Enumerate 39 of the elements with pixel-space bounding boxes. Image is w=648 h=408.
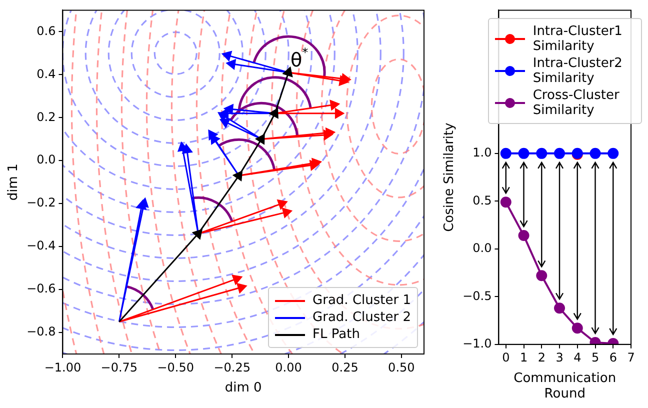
legend-label: Grad. Cluster 1	[312, 293, 411, 308]
legend-label: FL Path	[312, 327, 360, 342]
y-axis-title: Cosine Similarity	[442, 122, 458, 232]
x-tick-label: 0.50	[388, 360, 415, 374]
y-tick-label: 0.4	[36, 66, 56, 81]
annotation: θ*	[290, 46, 308, 72]
x-tick-label: 5	[591, 350, 600, 365]
x-axis-title: dim 0	[224, 380, 262, 396]
y-tick-label: −0.8	[26, 324, 56, 339]
x-tick-label: 6	[609, 350, 617, 365]
x-tick-label: 0	[502, 350, 510, 365]
y-tick-label: −0.4	[26, 238, 56, 253]
y-tick-label: −0.2	[26, 196, 56, 210]
x-tick-label: 1	[520, 350, 528, 365]
y-axis-title: dim 1	[6, 164, 22, 201]
x-tick-label: 2	[538, 350, 546, 365]
x-tick-label: −0.25	[214, 360, 250, 374]
y-tick-label: −0.6	[26, 282, 56, 296]
y-tick-label: −1.0	[462, 336, 492, 351]
y-tick-label: 0.5	[472, 193, 492, 208]
y-tick-label: 0.0	[36, 152, 56, 167]
x-tick-label: 7	[627, 350, 635, 365]
x-axis-title: Communication Round	[514, 370, 616, 402]
y-tick-label: 0.2	[36, 110, 56, 124]
x-tick-label: 3	[556, 350, 564, 365]
legend-label: Intra-Cluster1 Similarity	[532, 24, 624, 54]
y-tick-label: 1.0	[472, 146, 492, 160]
legend-label: Cross-Cluster Similarity	[532, 88, 620, 118]
x-tick-label: −0.75	[100, 360, 138, 374]
x-tick-label: −1.00	[44, 360, 82, 374]
y-tick-label: 0.0	[472, 241, 492, 256]
x-tick-label: 4	[574, 350, 582, 365]
legend-label: Grad. Cluster 2	[312, 310, 411, 325]
x-tick-label: 0.00	[275, 360, 302, 374]
y-tick-label: −0.5	[462, 288, 492, 303]
legend-label: Intra-Cluster2 Similarity	[532, 56, 624, 86]
y-tick-label: 0.6	[36, 24, 56, 38]
x-tick-label: 0.25	[332, 360, 358, 374]
x-tick-label: −0.50	[157, 360, 194, 374]
